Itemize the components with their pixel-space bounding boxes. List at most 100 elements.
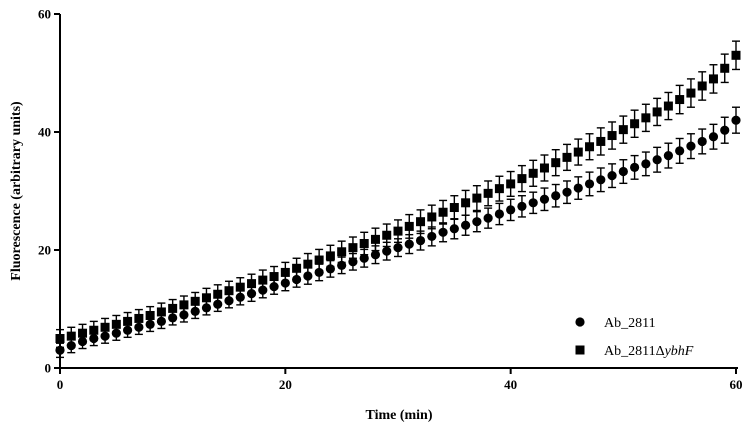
data-point-circle (258, 285, 268, 295)
data-point-circle (528, 198, 538, 208)
data-point-circle (156, 316, 166, 326)
data-point-square (517, 174, 527, 184)
data-point-square (100, 322, 110, 332)
legend-label-series-1: Ab_2811 (604, 316, 656, 331)
data-point-square (585, 142, 595, 152)
data-point-square (539, 163, 549, 173)
data-point-square (213, 289, 223, 299)
data-point-circle (179, 310, 189, 320)
data-point-square (596, 136, 606, 146)
data-point-square (472, 193, 482, 203)
data-point-circle (663, 151, 674, 161)
data-point-circle (292, 274, 302, 285)
legend-label-series-2-gene: ybhF (663, 344, 694, 359)
data-point-square (731, 50, 741, 60)
data-point-circle (438, 227, 448, 237)
data-point-circle (145, 319, 155, 329)
data-point-circle (415, 235, 426, 246)
data-point-square (370, 234, 380, 244)
x-tick-label: 60 (730, 377, 743, 392)
data-point-square (416, 217, 426, 227)
data-point-circle (697, 136, 707, 147)
data-point-square (280, 267, 290, 277)
data-point-square (393, 226, 403, 236)
data-point-circle (201, 303, 212, 313)
data-point-square (359, 239, 369, 249)
data-point-circle (359, 253, 369, 263)
data-point-circle (404, 239, 414, 249)
data-point-square (641, 113, 651, 123)
data-point-square (348, 243, 358, 253)
data-point-circle (652, 155, 662, 165)
data-point-square (652, 107, 662, 117)
data-point-square (461, 198, 471, 208)
data-point-square (156, 307, 166, 317)
data-point-circle (235, 292, 245, 302)
data-point-square (179, 300, 189, 310)
data-point-circle (506, 205, 516, 215)
data-point-circle (190, 306, 200, 316)
data-point-circle (370, 250, 381, 260)
data-point-circle (111, 328, 121, 338)
data-point-square (382, 230, 392, 240)
data-point-square (573, 147, 583, 157)
data-point-square (618, 125, 628, 135)
data-point-square (247, 279, 257, 289)
y-tick-label: 60 (38, 7, 51, 22)
data-point-square (134, 313, 144, 323)
data-point-circle (494, 209, 504, 219)
data-point-square (145, 310, 155, 320)
y-tick-label: 20 (38, 243, 51, 258)
legend: Ab_2811 Ab_2811ΔybhF (575, 316, 694, 359)
data-point-square (66, 331, 76, 341)
data-point-square (292, 263, 302, 273)
data-point-square (427, 212, 437, 222)
data-point-square (168, 303, 178, 313)
data-point-circle (168, 313, 178, 323)
data-point-circle (280, 278, 290, 288)
y-tick-label: 0 (45, 361, 52, 376)
data-point-circle (686, 141, 696, 151)
data-point-square (325, 251, 335, 261)
data-point-circle (246, 289, 257, 299)
data-point-square (111, 319, 121, 329)
data-point-square (483, 188, 493, 198)
legend-label-series-2-prefix: Ab_2811Δ (604, 344, 665, 359)
data-point-circle (483, 213, 493, 223)
data-point-square (697, 81, 707, 91)
data-point-square (404, 221, 414, 231)
data-point-circle (573, 183, 583, 193)
axis-ticks: 0 20 40 60 0 20 40 60 (38, 7, 743, 393)
data-point-square (337, 247, 347, 257)
data-point-square (494, 184, 504, 194)
data-point-circle (303, 271, 313, 281)
data-point-square (630, 119, 640, 129)
data-point-square (675, 95, 685, 105)
data-point-square (224, 286, 234, 296)
data-point-square (449, 203, 459, 213)
data-point-square (190, 296, 200, 306)
data-point-circle (89, 333, 99, 344)
data-point-circle (100, 331, 110, 341)
data-point-square (720, 63, 730, 73)
data-point-circle (449, 224, 459, 234)
data-point-square (708, 74, 718, 84)
data-point-circle (607, 171, 617, 181)
data-point-circle (584, 179, 595, 189)
data-point-square (314, 255, 324, 265)
data-point-circle (641, 159, 651, 169)
y-axis-title: Fluorescence (arbitrary units) (9, 101, 24, 281)
data-point-circle (472, 217, 482, 227)
data-point-circle (134, 322, 144, 332)
data-point-circle (224, 296, 234, 306)
data-point-circle (461, 220, 471, 230)
data-point-square (663, 101, 673, 111)
data-point-square (201, 293, 211, 303)
data-point-square (258, 275, 268, 285)
data-point-square (303, 259, 313, 269)
data-point-square (506, 179, 516, 189)
data-point-circle (708, 132, 719, 142)
data-point-circle (325, 264, 335, 274)
data-point-square (269, 272, 279, 282)
